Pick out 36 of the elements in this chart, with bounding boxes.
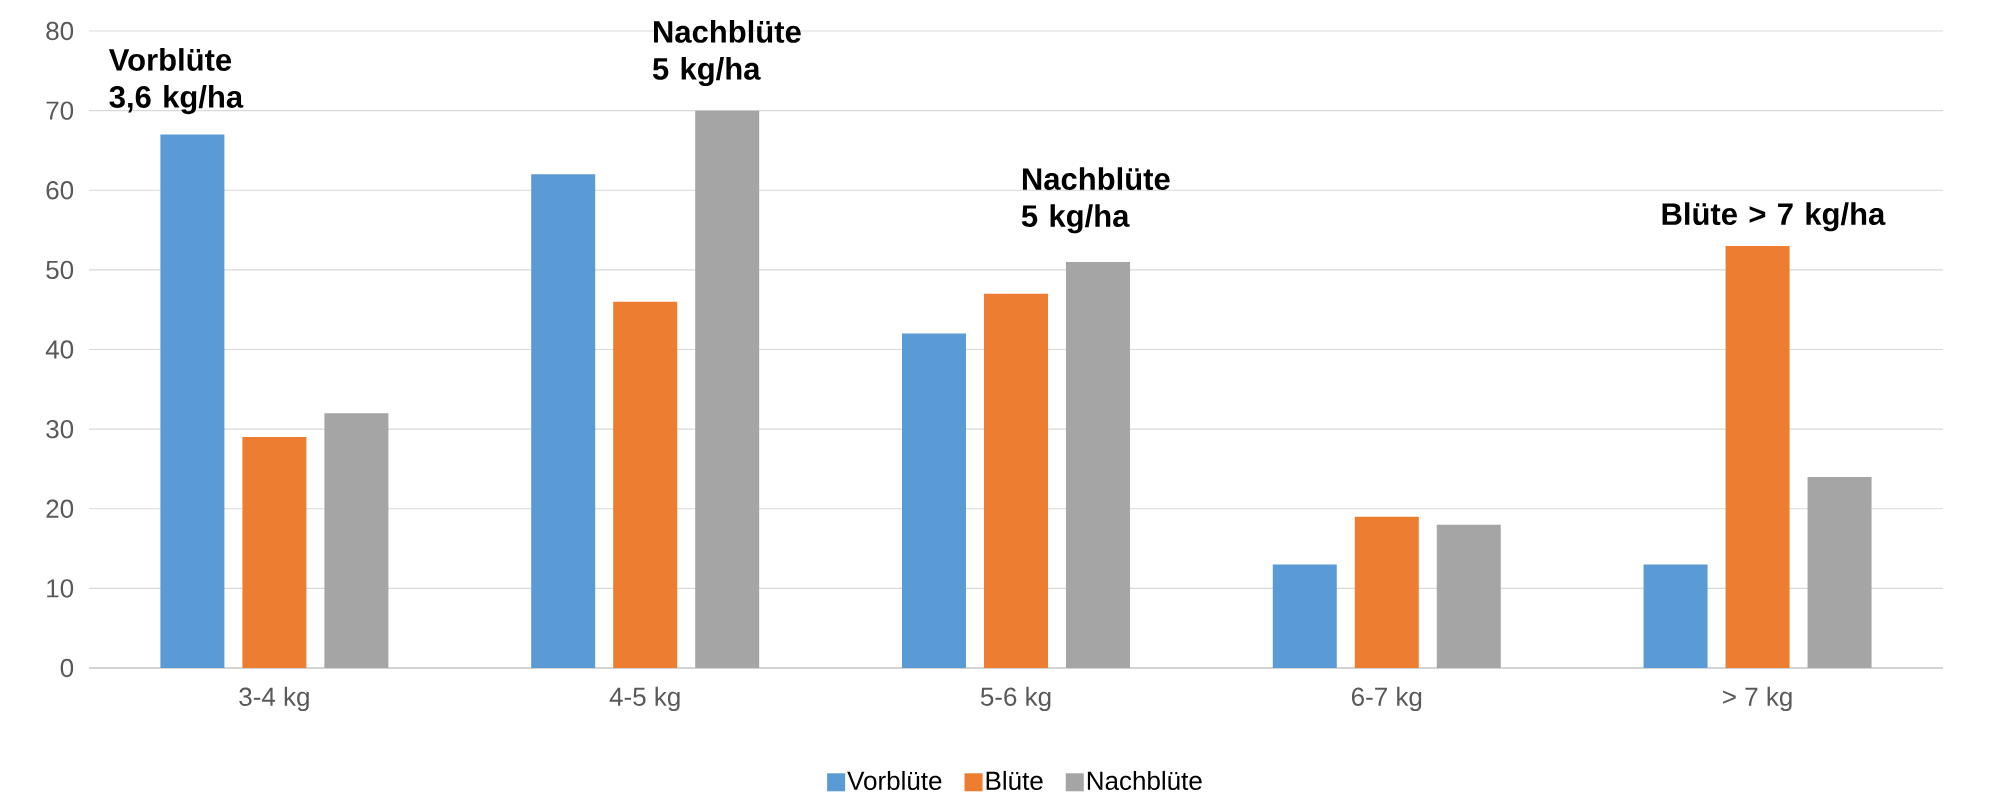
legend-label: Blüte	[986, 770, 1043, 791]
y-tick-label: 0	[60, 658, 74, 678]
bar	[1354, 516, 1419, 668]
bar	[531, 174, 596, 668]
bar	[983, 293, 1048, 668]
x-tick-label: > 7 kg	[1723, 686, 1792, 712]
bar	[160, 134, 225, 668]
x-tick-label: 3-4 kg	[239, 686, 309, 712]
annotation: Nachblüte 5 kg/ha	[1021, 167, 1170, 234]
legend-label: Vorblüte	[847, 770, 942, 791]
bar	[695, 110, 760, 668]
y-tick-label: 70	[46, 101, 74, 120]
bar	[242, 437, 307, 668]
bar	[1272, 564, 1337, 668]
bar	[1725, 245, 1790, 668]
annotation: Blüte > 7 kg/ha	[1662, 202, 1886, 232]
x-tick-label: 5-6 kg	[980, 686, 1051, 712]
bar	[901, 333, 966, 668]
y-tick-label: 10	[47, 579, 74, 598]
bar	[1436, 524, 1501, 668]
x-tick-label: 6-7 kg	[1351, 686, 1422, 712]
x-tick-label: 4-5 kg	[609, 686, 680, 712]
y-tick-label: 20	[46, 499, 74, 518]
y-tick-label: 60	[46, 181, 74, 200]
annotation: Nachblüte 5 kg/ha	[652, 20, 801, 87]
y-tick-label: 80	[46, 21, 74, 41]
y-tick-label: 40	[45, 340, 74, 359]
bar	[1643, 564, 1708, 668]
bar	[324, 413, 389, 668]
y-tick-label: 50	[46, 260, 74, 280]
annotation: Vorblüte 3,6 kg/ha	[108, 48, 244, 115]
bar	[1065, 261, 1130, 668]
bar	[1807, 476, 1872, 668]
bar	[613, 301, 678, 668]
legend-label: Nachblüte	[1087, 770, 1202, 791]
y-tick-label: 30	[46, 419, 74, 439]
